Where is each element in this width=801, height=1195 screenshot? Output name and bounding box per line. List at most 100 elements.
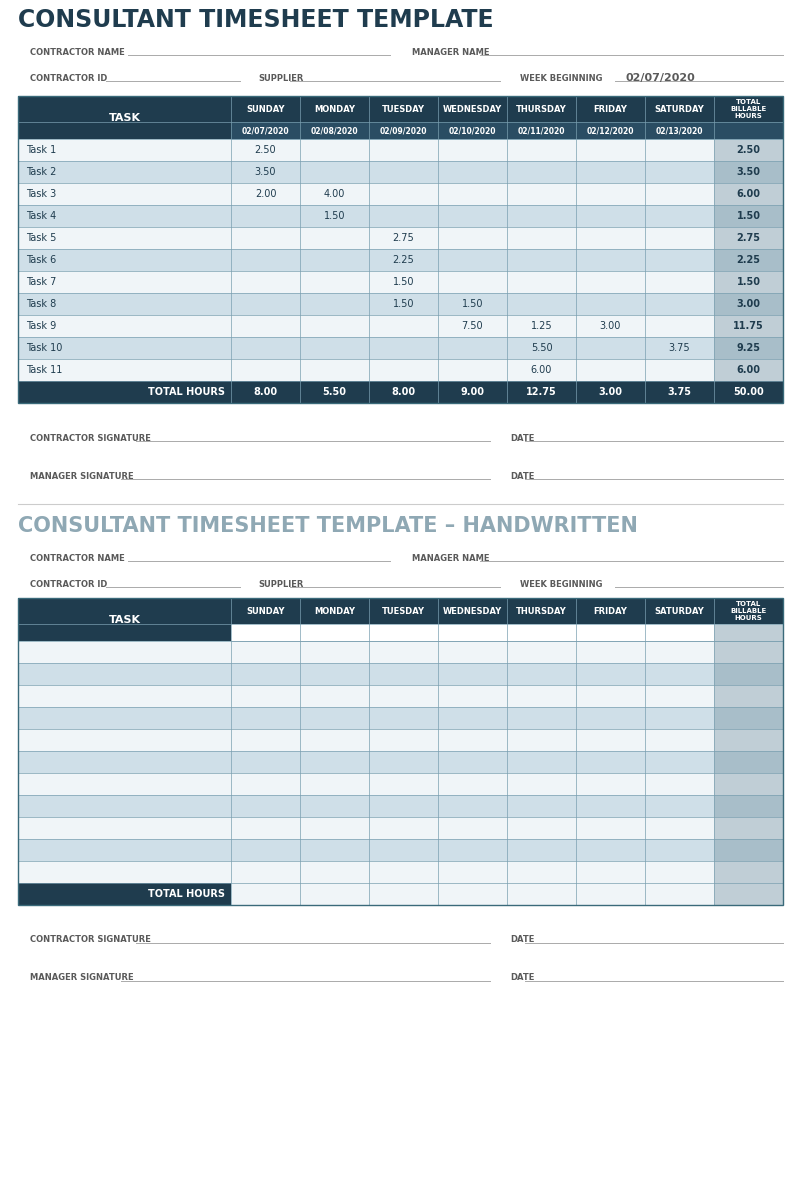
Text: 02/07/2020: 02/07/2020 xyxy=(242,125,289,135)
Text: FRIDAY: FRIDAY xyxy=(594,104,627,114)
Text: 9.25: 9.25 xyxy=(736,343,760,353)
Text: WEEK BEGINNING: WEEK BEGINNING xyxy=(520,74,602,82)
Bar xyxy=(231,729,300,750)
Text: 3.75: 3.75 xyxy=(669,343,690,353)
Bar xyxy=(576,663,645,685)
Bar xyxy=(369,271,438,293)
Bar xyxy=(369,839,438,862)
Text: THURSDAY: THURSDAY xyxy=(516,104,567,114)
Bar xyxy=(438,358,507,381)
Bar xyxy=(231,337,300,358)
Bar xyxy=(645,883,714,905)
Text: 6.00: 6.00 xyxy=(736,189,760,200)
Bar xyxy=(300,795,369,817)
Bar xyxy=(645,817,714,839)
Text: 2.50: 2.50 xyxy=(255,145,276,155)
Text: Task 4: Task 4 xyxy=(26,212,56,221)
Bar xyxy=(369,139,438,161)
Bar xyxy=(18,337,231,358)
Bar xyxy=(645,862,714,883)
Bar xyxy=(438,249,507,271)
Bar xyxy=(714,139,783,161)
Bar xyxy=(645,293,714,315)
Bar xyxy=(507,817,576,839)
Bar xyxy=(231,862,300,883)
Bar xyxy=(369,358,438,381)
Bar xyxy=(231,183,300,206)
Bar xyxy=(714,624,783,641)
Bar xyxy=(645,139,714,161)
Bar xyxy=(576,271,645,293)
Bar xyxy=(369,685,438,707)
Text: 3.00: 3.00 xyxy=(600,321,622,331)
Text: Task 10: Task 10 xyxy=(26,343,62,353)
Bar xyxy=(231,227,300,249)
Bar xyxy=(18,249,231,271)
Bar xyxy=(507,883,576,905)
Bar xyxy=(18,161,231,183)
Text: 2.00: 2.00 xyxy=(255,189,276,200)
Text: 3.00: 3.00 xyxy=(598,387,622,397)
Bar xyxy=(576,862,645,883)
Text: SUNDAY: SUNDAY xyxy=(246,607,284,615)
Bar xyxy=(18,183,231,206)
Bar xyxy=(369,750,438,773)
Bar xyxy=(300,663,369,685)
Bar xyxy=(438,862,507,883)
Bar xyxy=(714,358,783,381)
Bar xyxy=(231,161,300,183)
Bar xyxy=(300,183,369,206)
Bar xyxy=(714,773,783,795)
Bar xyxy=(507,685,576,707)
Bar xyxy=(369,183,438,206)
Text: 50.00: 50.00 xyxy=(733,387,764,397)
Bar xyxy=(300,883,369,905)
Bar xyxy=(645,795,714,817)
Text: 2.75: 2.75 xyxy=(736,233,760,243)
Bar xyxy=(18,139,231,161)
Bar xyxy=(645,685,714,707)
Bar xyxy=(369,883,438,905)
Bar xyxy=(507,271,576,293)
Text: THURSDAY: THURSDAY xyxy=(516,607,567,615)
Bar xyxy=(300,139,369,161)
Bar xyxy=(507,839,576,862)
Bar xyxy=(369,227,438,249)
Bar xyxy=(18,883,783,905)
Bar xyxy=(369,315,438,337)
Bar xyxy=(576,249,645,271)
Text: 6.00: 6.00 xyxy=(736,364,760,375)
Text: 2.25: 2.25 xyxy=(392,255,414,265)
Text: WEEK BEGINNING: WEEK BEGINNING xyxy=(520,580,602,588)
Bar xyxy=(369,161,438,183)
Bar xyxy=(231,315,300,337)
Bar xyxy=(645,271,714,293)
Text: DATE: DATE xyxy=(510,936,534,944)
Bar xyxy=(507,161,576,183)
Bar xyxy=(18,96,783,122)
Bar xyxy=(300,358,369,381)
Text: CONTRACTOR NAME: CONTRACTOR NAME xyxy=(30,48,125,56)
Bar xyxy=(231,707,300,729)
Bar xyxy=(576,315,645,337)
Bar xyxy=(576,795,645,817)
Text: 02/07/2020: 02/07/2020 xyxy=(626,73,696,82)
Text: 02/12/2020: 02/12/2020 xyxy=(587,125,634,135)
Bar xyxy=(438,663,507,685)
Bar xyxy=(300,641,369,663)
Text: CONTRACTOR SIGNATURE: CONTRACTOR SIGNATURE xyxy=(30,434,151,442)
Bar xyxy=(576,641,645,663)
Text: 3.00: 3.00 xyxy=(736,299,760,310)
Bar xyxy=(231,624,714,641)
Text: Task 8: Task 8 xyxy=(26,299,56,310)
Bar xyxy=(231,249,300,271)
Bar xyxy=(231,293,300,315)
Bar xyxy=(576,750,645,773)
Bar xyxy=(576,773,645,795)
Text: MANAGER SIGNATURE: MANAGER SIGNATURE xyxy=(30,974,134,982)
Bar xyxy=(507,663,576,685)
Text: 1.50: 1.50 xyxy=(736,277,760,287)
Text: 3.75: 3.75 xyxy=(667,387,691,397)
Bar xyxy=(714,750,783,773)
Bar xyxy=(576,839,645,862)
